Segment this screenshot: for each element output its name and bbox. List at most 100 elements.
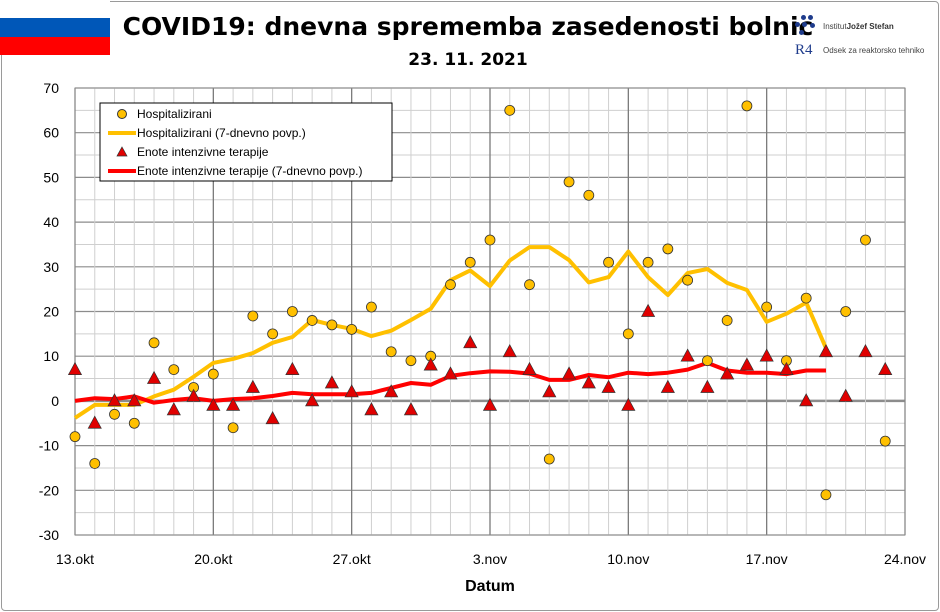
hosp-point [267, 328, 279, 340]
x-tick-label: 24.nov [884, 551, 926, 567]
hosp-point [860, 234, 871, 246]
y-axis-ticks: -30 -20 -10 0 10 20 30 40 50 60 70 [39, 80, 59, 543]
hosp-point [603, 256, 614, 268]
hosp-point [524, 279, 535, 291]
icu-point [779, 361, 794, 375]
flag-stripe-red [0, 36, 110, 55]
hosp-point [109, 408, 120, 420]
hosp-point [721, 315, 733, 326]
hosp-point [346, 323, 358, 335]
hosp-point [761, 301, 773, 313]
hosp-point [148, 337, 160, 349]
x-tick-label: 3.nov [473, 551, 507, 567]
icu-point [146, 370, 162, 384]
y-tick-label: 10 [43, 348, 59, 364]
y-tick-label: -20 [39, 482, 59, 498]
ijs-logo: Institut Jožef Stefan [795, 14, 924, 38]
institute-logo: Institut Jožef Stefan R4 Odsek za reakto… [795, 14, 924, 62]
hosp-point [701, 355, 713, 367]
icu-point [660, 379, 675, 393]
x-tick-label: 10.nov [607, 551, 649, 567]
x-axis-ticks: 13.okt 20.okt 27.okt 3.nov 10.nov 17.nov 24.no… [56, 551, 926, 567]
hosp-point [128, 417, 140, 429]
legend-box [99, 102, 393, 182]
hosp-point [168, 364, 180, 376]
hosp-point [840, 306, 852, 317]
hosp-point [247, 310, 259, 322]
icu-point [720, 366, 735, 380]
hosp-point [662, 243, 674, 255]
hosp-point [227, 422, 239, 434]
legend-label-hosp-avg: Hospitalizirani (7-dnevno povp.) [137, 126, 306, 140]
hosp-point [563, 176, 575, 188]
legend: Hospitalizirani Hospitalizirani (7-dnevn… [99, 102, 393, 182]
icu-point [344, 384, 359, 398]
flag-stripe-white [0, 0, 110, 19]
hosp-point [484, 234, 496, 246]
icu-point [127, 393, 142, 407]
plot-border [74, 87, 906, 536]
hosp-point [504, 104, 516, 116]
x-tick-label: 27.okt [333, 551, 371, 567]
icu-point [305, 393, 320, 407]
legend-label-icu-avg: Enote intenzivne terapije (7-dnevno povp… [137, 164, 362, 178]
x-tick-label: 13.okt [56, 551, 94, 567]
hosp-point [366, 301, 377, 313]
y-tick-label: -10 [39, 438, 59, 454]
icu-point [324, 375, 339, 389]
icu-point [186, 388, 201, 402]
icu-point [403, 402, 419, 416]
icu-point [245, 379, 260, 393]
icu-point [166, 402, 181, 416]
hosp-point [286, 306, 298, 317]
icu-point [581, 375, 596, 389]
y-tick-label: -30 [39, 527, 59, 543]
icu-point [285, 361, 300, 375]
icu-point [522, 361, 537, 375]
legend-circle-icon [117, 109, 127, 119]
icu-point [818, 343, 834, 358]
hosp-point [89, 458, 101, 469]
ijs-name-bold: Jožef Stefan [846, 21, 894, 31]
icu-point [858, 343, 873, 358]
chart-subtitle: 23. 11. 2021 [408, 50, 528, 70]
icu-point [561, 366, 577, 380]
legend-label-icu: Enote intenzivne terapije [137, 145, 269, 159]
x-tick-label: 17.nov [746, 551, 788, 567]
chart-title: COVID19: dnevna sprememba zasedenosti bo… [122, 12, 814, 41]
y-tick-label: 0 [51, 393, 59, 409]
y-tick-label: 60 [43, 125, 59, 141]
hosp-point [741, 100, 753, 112]
hosp-point [583, 189, 595, 201]
r4-logo: R4 Odsek za reaktorsko tehniko [795, 38, 924, 62]
hosp-point [306, 315, 318, 326]
series-layer [67, 100, 893, 501]
icu-point [87, 415, 102, 429]
icu-point [739, 357, 754, 371]
dept-name: Odsek za reaktorsko tehniko [823, 45, 925, 55]
hosp-point [385, 346, 397, 358]
hosp-point [543, 453, 555, 465]
flag-stripe-blue [0, 18, 110, 37]
hosp-point [800, 292, 812, 304]
icu-point [67, 361, 83, 375]
hosp-point [642, 256, 654, 268]
y-tick-label: 30 [43, 259, 59, 275]
icu-point [423, 357, 438, 371]
hosp-point [820, 489, 832, 501]
hosp-point [682, 274, 694, 286]
hosp-point [464, 256, 476, 268]
icu-point [799, 393, 814, 407]
y-tick-label: 50 [43, 169, 59, 185]
hosp-point [405, 355, 417, 367]
hosp-point [207, 368, 219, 380]
icu-point [621, 397, 636, 411]
hosp-point [326, 319, 338, 331]
ijs-name-plain: Institut [823, 21, 847, 31]
icu-point [838, 388, 853, 402]
icu-point [542, 384, 557, 398]
icu-point [482, 397, 498, 411]
y-tick-label: 70 [43, 80, 59, 96]
